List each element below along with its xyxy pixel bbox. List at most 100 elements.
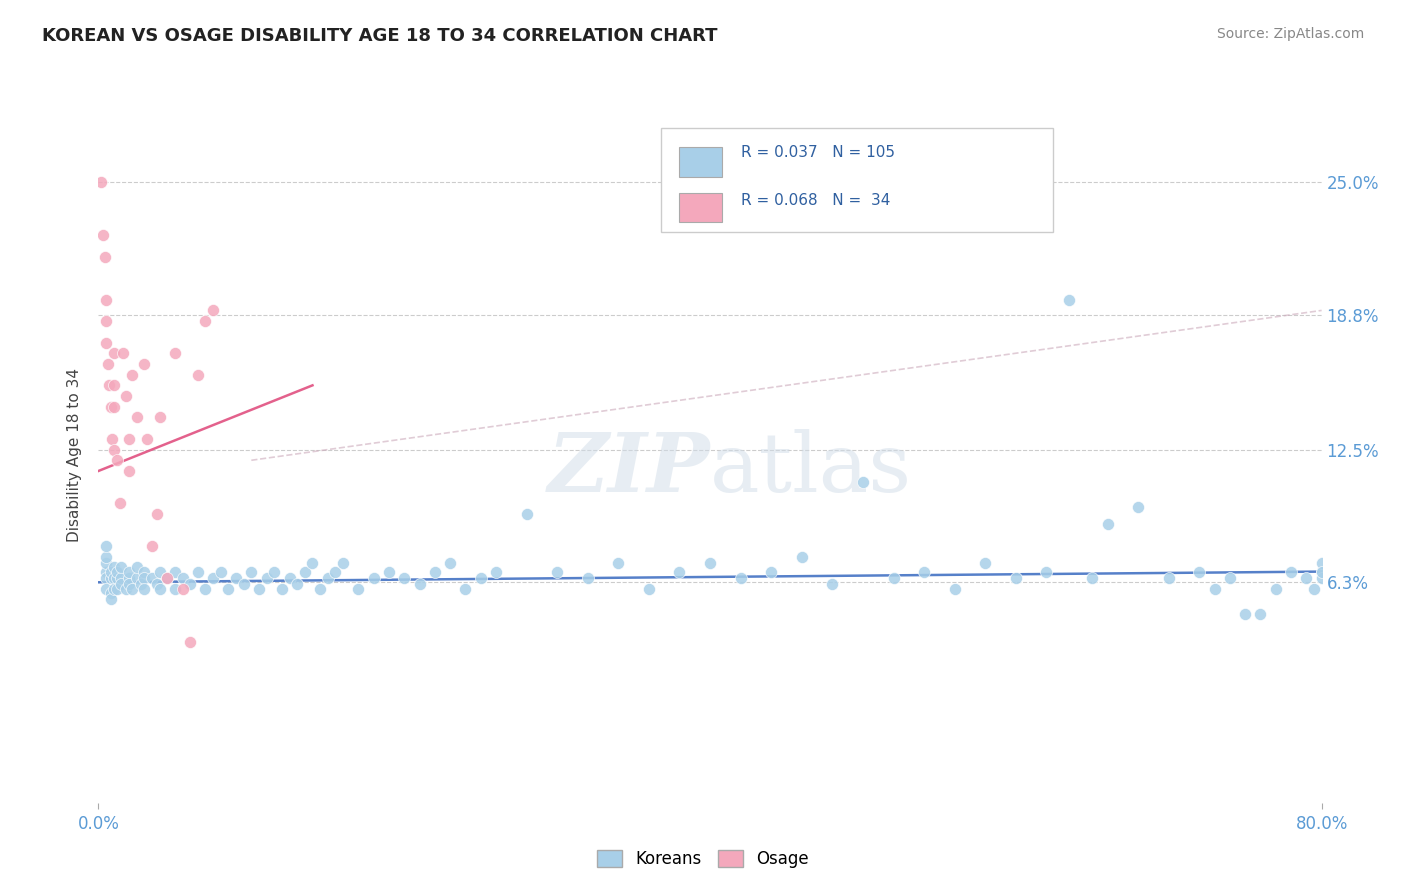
- Point: [1035, 565, 1057, 579]
- Point: [118, 565, 141, 579]
- Point: [145, 507, 167, 521]
- Point: [134, 582, 156, 596]
- Point: [408, 577, 430, 591]
- Point: [247, 582, 270, 596]
- Point: [105, 565, 128, 579]
- Legend: Koreans, Osage: Koreans, Osage: [591, 843, 815, 875]
- Point: [378, 565, 401, 579]
- Point: [94, 582, 117, 596]
- Point: [759, 565, 782, 579]
- Point: [103, 378, 125, 392]
- Point: [232, 577, 254, 591]
- Point: [225, 571, 247, 585]
- Point: [294, 565, 316, 579]
- Point: [118, 577, 141, 591]
- Point: [94, 565, 117, 579]
- Point: [94, 549, 117, 564]
- Point: [103, 346, 125, 360]
- Point: [1295, 571, 1317, 585]
- Point: [699, 556, 721, 570]
- Point: [110, 560, 132, 574]
- Point: [179, 635, 201, 649]
- Point: [134, 565, 156, 579]
- Point: [912, 565, 935, 579]
- Point: [576, 571, 599, 585]
- Point: [1004, 571, 1026, 585]
- Point: [1097, 517, 1119, 532]
- Point: [101, 432, 124, 446]
- Point: [1204, 582, 1226, 596]
- Point: [270, 582, 292, 596]
- Point: [94, 314, 117, 328]
- Point: [256, 571, 278, 585]
- Point: [149, 410, 172, 425]
- Point: [1279, 565, 1302, 579]
- Point: [110, 577, 132, 591]
- Point: [149, 565, 172, 579]
- Point: [163, 565, 186, 579]
- Point: [470, 571, 492, 585]
- Point: [668, 565, 690, 579]
- Point: [439, 556, 461, 570]
- Point: [121, 368, 143, 382]
- Point: [129, 577, 152, 591]
- Point: [790, 549, 813, 564]
- Point: [821, 577, 844, 591]
- Point: [516, 507, 538, 521]
- Point: [1081, 571, 1104, 585]
- Point: [105, 571, 128, 585]
- Point: [91, 228, 114, 243]
- Point: [134, 571, 156, 585]
- Point: [103, 400, 125, 414]
- Point: [187, 565, 209, 579]
- Point: [118, 571, 141, 585]
- Point: [172, 582, 194, 596]
- Point: [1310, 556, 1333, 570]
- Point: [1128, 500, 1150, 515]
- Point: [202, 303, 225, 318]
- Point: [974, 556, 997, 570]
- Point: [1303, 582, 1326, 596]
- Point: [263, 565, 285, 579]
- Point: [90, 175, 112, 189]
- Point: [1219, 571, 1241, 585]
- Point: [141, 539, 163, 553]
- Point: [202, 571, 225, 585]
- Point: [94, 571, 117, 585]
- Point: [240, 565, 263, 579]
- Point: [883, 571, 905, 585]
- Point: [118, 464, 141, 478]
- Text: atlas: atlas: [710, 429, 912, 508]
- Point: [163, 582, 186, 596]
- Point: [125, 410, 148, 425]
- Point: [325, 565, 347, 579]
- Text: Source: ZipAtlas.com: Source: ZipAtlas.com: [1216, 27, 1364, 41]
- Point: [607, 556, 630, 570]
- Point: [943, 582, 966, 596]
- Point: [209, 565, 232, 579]
- Point: [97, 357, 120, 371]
- Point: [156, 571, 179, 585]
- Bar: [679, 193, 723, 222]
- Point: [108, 496, 131, 510]
- Point: [141, 571, 163, 585]
- Point: [285, 577, 308, 591]
- Point: [156, 571, 179, 585]
- Point: [347, 582, 370, 596]
- Point: [94, 293, 117, 307]
- Point: [454, 582, 477, 596]
- Point: [187, 368, 209, 382]
- Point: [93, 250, 115, 264]
- Point: [637, 582, 661, 596]
- Point: [115, 389, 138, 403]
- Point: [1059, 293, 1081, 307]
- Point: [103, 571, 125, 585]
- Point: [100, 400, 122, 414]
- Point: [1264, 582, 1286, 596]
- Point: [98, 378, 121, 392]
- Point: [179, 577, 201, 591]
- Text: R = 0.037   N = 105: R = 0.037 N = 105: [741, 145, 894, 160]
- Point: [392, 571, 416, 585]
- Point: [100, 565, 122, 579]
- Point: [110, 571, 132, 585]
